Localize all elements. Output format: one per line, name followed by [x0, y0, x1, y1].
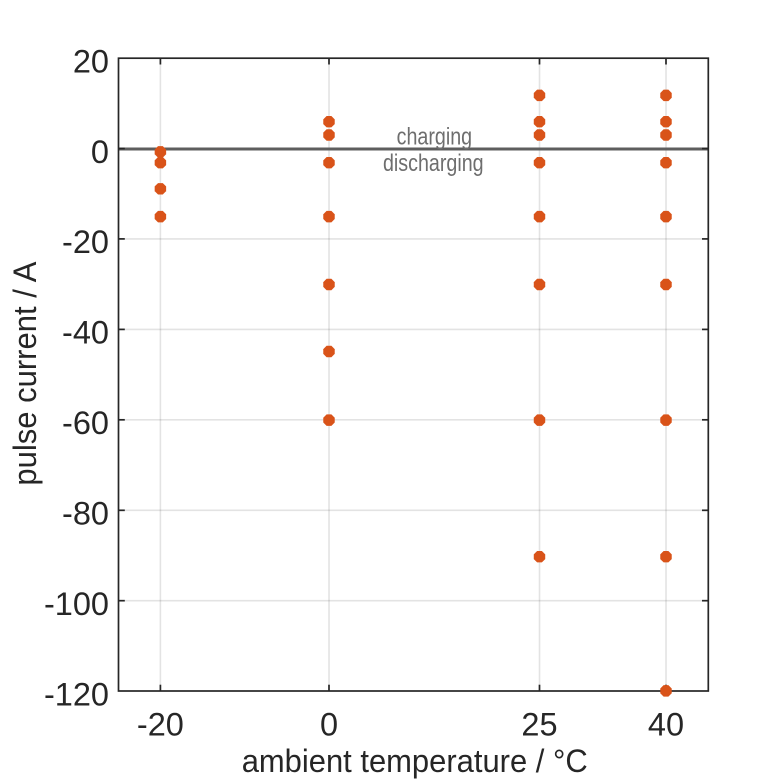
- svg-text:20: 20: [73, 44, 109, 80]
- svg-text:0: 0: [91, 134, 109, 170]
- svg-text:ambient temperature / °C: ambient temperature / °C: [242, 743, 588, 779]
- svg-text:-120: -120: [44, 676, 109, 712]
- svg-text:-60: -60: [62, 405, 109, 441]
- svg-text:charging: charging: [397, 123, 472, 150]
- svg-text:pulse current / A: pulse current / A: [7, 261, 43, 485]
- svg-text:discharging: discharging: [383, 149, 484, 176]
- svg-text:40: 40: [648, 706, 684, 742]
- svg-text:-20: -20: [137, 706, 184, 742]
- svg-text:-40: -40: [62, 315, 109, 351]
- svg-text:-80: -80: [62, 496, 109, 532]
- svg-text:-100: -100: [44, 586, 109, 622]
- svg-text:25: 25: [521, 706, 557, 742]
- svg-text:-20: -20: [62, 224, 109, 260]
- svg-text:0: 0: [320, 706, 338, 742]
